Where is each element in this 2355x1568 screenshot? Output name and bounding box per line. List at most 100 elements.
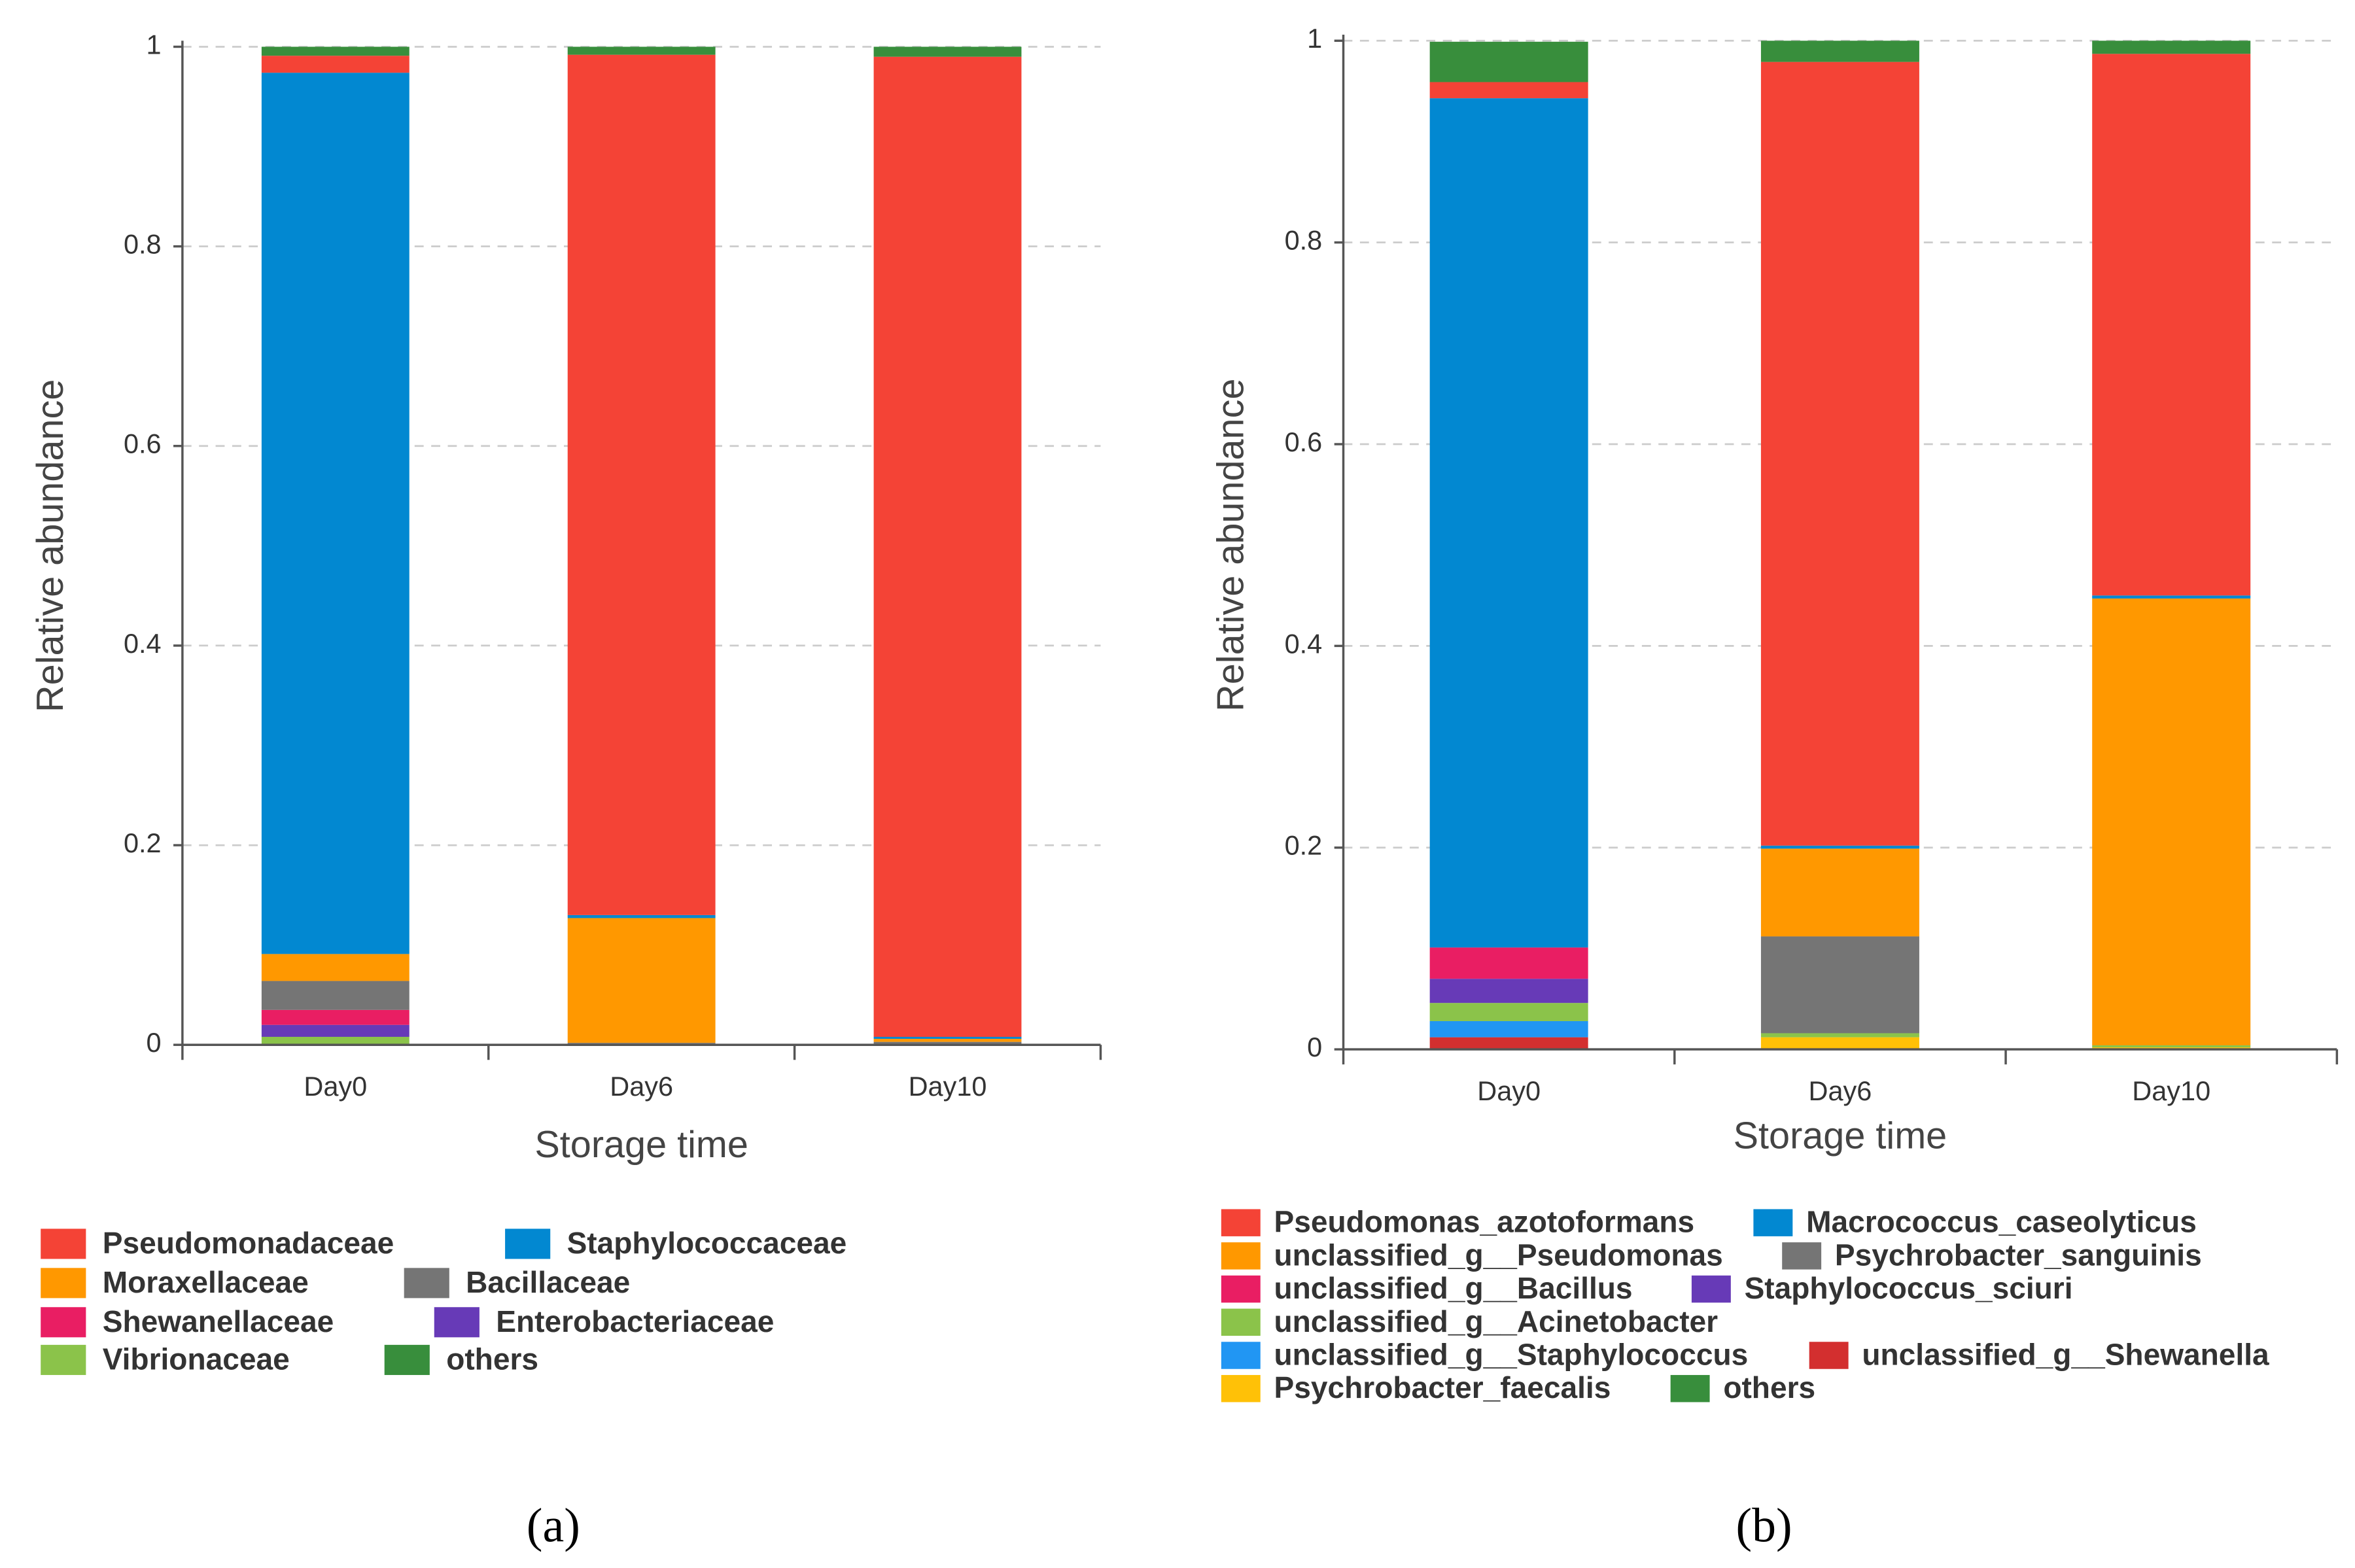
legend-label: unclassified_g__Acinetobacter [1274, 1304, 1718, 1338]
bar-segment [567, 915, 716, 918]
legend-swatch [1670, 1374, 1710, 1402]
x-tick-label: Day10 [909, 1071, 987, 1102]
legend-swatch [41, 1228, 86, 1259]
legend-label: Pseudomonas_azotoformans [1274, 1205, 1695, 1239]
bar-segment [567, 918, 716, 1043]
bar-segment [873, 56, 1022, 1037]
bar-segment [261, 1009, 410, 1025]
y-tick-label: 0.8 [124, 229, 162, 260]
bar-segment [261, 1024, 410, 1037]
x-tick-label: Day6 [1809, 1075, 1872, 1106]
legend-label: others [1723, 1370, 1815, 1404]
legend-swatch [1691, 1275, 1731, 1303]
y-tick-label: 0.4 [1285, 628, 1323, 659]
y-tick-label: 0.6 [124, 428, 162, 459]
legend-label: Bacillaceae [466, 1265, 630, 1299]
bar-segment [261, 56, 410, 73]
bar-segment [873, 1039, 1022, 1042]
bar-segment [1760, 848, 1919, 937]
y-tick-label: 0.6 [1285, 427, 1323, 457]
legend-swatch [1753, 1209, 1793, 1236]
y-tick-label: 0.2 [124, 828, 162, 858]
legend-label: Vibrionaceae [103, 1342, 290, 1376]
legend-swatch [1221, 1209, 1261, 1236]
x-axis-title: Storage time [534, 1124, 748, 1166]
legend-swatch [1221, 1242, 1261, 1270]
legend-swatch [1221, 1374, 1261, 1402]
bar-segment [1429, 1020, 1588, 1037]
bar-segment [2092, 54, 2251, 596]
x-tick-label: Day0 [304, 1071, 367, 1102]
bar-segment [1760, 1037, 1919, 1050]
legend-label: Psychrobacter_sanguinis [1835, 1238, 2202, 1272]
bar-segment [873, 1037, 1022, 1039]
legend-swatch [41, 1307, 86, 1338]
bar-segment [261, 46, 410, 56]
bar-segment [2092, 598, 2251, 1045]
legend-label: Staphylococcaceae [567, 1226, 847, 1260]
bar-segment [1429, 1003, 1588, 1021]
y-axis-title: Relative abundance [1210, 379, 1251, 712]
bar-segment [1760, 1033, 1919, 1037]
legend-label: unclassified_g__Shewanella [1862, 1337, 2269, 1371]
x-axis-title: Storage time [1734, 1115, 1947, 1157]
bar-segment [1429, 41, 1588, 82]
bar-segment [873, 46, 1022, 57]
bar-segment [261, 1037, 410, 1045]
x-tick-label: Day0 [1477, 1075, 1541, 1106]
bar-segment [567, 46, 716, 55]
bar-segment [2092, 595, 2251, 599]
legend-swatch [505, 1228, 551, 1259]
legend-swatch [1221, 1342, 1261, 1369]
legend-label: others [446, 1342, 538, 1376]
legend-label: unclassified_g__Bacillus [1274, 1271, 1633, 1305]
bar-segment [1760, 845, 1919, 849]
bar-segment [261, 981, 410, 1010]
bar-segment [873, 1041, 1022, 1045]
x-tick-label: Day10 [2132, 1075, 2210, 1106]
legend-swatch [384, 1344, 430, 1375]
legend-swatch [1221, 1308, 1261, 1336]
legend-swatch [434, 1307, 480, 1338]
y-tick-label: 1 [147, 29, 162, 60]
bar-segment [1429, 1037, 1588, 1050]
y-tick-label: 1 [1307, 23, 1322, 54]
legend-swatch [1809, 1342, 1849, 1369]
bar-segment [261, 954, 410, 981]
y-tick-label: 0 [147, 1027, 162, 1058]
legend-label: Moraxellaceae [103, 1265, 309, 1299]
y-axis-title: Relative abundance [29, 379, 71, 712]
bar-segment [1429, 82, 1588, 99]
bar-segment [1429, 979, 1588, 1003]
bar-segment [1429, 98, 1588, 948]
bar-segment [567, 54, 716, 915]
bar-segment [1760, 41, 1919, 62]
bar-segment [2092, 1045, 2251, 1048]
y-tick-label: 0.4 [124, 628, 162, 659]
bar-segment [1760, 61, 1919, 846]
legend-label: Shewanellaceae [103, 1304, 334, 1338]
bar-segment [2092, 41, 2251, 54]
legend-swatch [1782, 1242, 1822, 1270]
legend-swatch [1221, 1275, 1261, 1303]
y-tick-label: 0 [1307, 1032, 1322, 1062]
legend-label: Enterobacteriaceae [496, 1304, 774, 1338]
panel-label: (b) [1736, 1498, 1792, 1552]
legend-swatch [41, 1268, 86, 1298]
bar-segment [1429, 947, 1588, 979]
legend-swatch [404, 1268, 449, 1298]
legend-label: Macrococcus_caseolyticus [1806, 1205, 2197, 1239]
legend-label: Pseudomonadaceae [103, 1226, 394, 1260]
legend-label: unclassified_g__Pseudomonas [1274, 1238, 1723, 1272]
bar-segment [1760, 936, 1919, 1034]
legend-label: unclassified_g__Staphylococcus [1274, 1337, 1749, 1371]
bar-segment [261, 73, 410, 954]
panel-label: (a) [527, 1498, 580, 1552]
legend-label: Psychrobacter_faecalis [1274, 1370, 1611, 1404]
y-tick-label: 0.8 [1285, 225, 1323, 256]
x-tick-label: Day6 [610, 1071, 673, 1102]
legend-swatch [41, 1344, 86, 1375]
y-tick-label: 0.2 [1285, 830, 1323, 861]
legend-label: Staphylococcus_sciuri [1745, 1271, 2073, 1305]
